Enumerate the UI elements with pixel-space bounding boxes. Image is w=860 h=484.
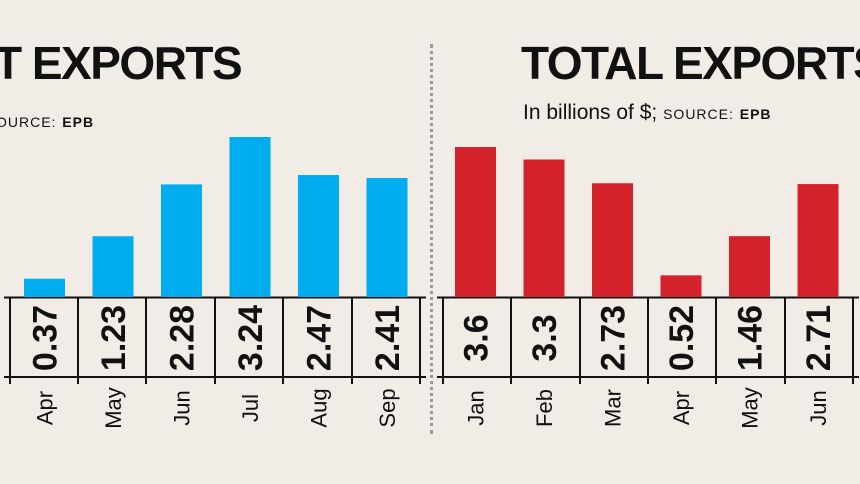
left-source-label: OURCE: [0,114,57,130]
right-value-label-apr: 0.52 [663,305,701,371]
left-value-label-may: 1.23 [95,305,133,371]
left-category-label-may: May [101,387,126,429]
left-category-label-jun: Jun [170,390,195,425]
right-value-label-mar: 2.73 [595,305,633,371]
right-bar-feb [523,159,565,297]
left-value-label-jun: 2.28 [164,305,202,371]
left-category-label-jul: Jul [238,394,263,422]
right-bar-apr [660,275,702,297]
left-value-label-aug: 2.47 [301,305,339,371]
right-subtitle-text: In billions of $; [523,101,658,124]
right-source-label: SOURCE: [663,106,734,122]
right-category-label-feb: Feb [532,389,557,427]
left-chart-source: OURCE: EPB [0,110,94,131]
left-value-label-apr: 0.37 [27,305,65,371]
left-bar-jun [161,184,202,297]
right-value-label-may: 1.46 [732,305,770,371]
right-source-org: EPB [739,106,772,122]
right-bar-may [729,236,770,297]
left-bar-aug [298,175,339,297]
left-value-label-jul: 3.24 [232,305,270,371]
right-bar-mar [592,183,633,297]
left-category-label-aug: Aug [307,388,332,427]
right-bar-jun [797,184,839,297]
right-bar-jan [455,147,496,297]
left-bar-apr [24,278,65,297]
right-category-label-mar: Mar [601,389,626,427]
right-category-label-jan: Jan [464,390,489,425]
left-value-label-sep: 2.41 [369,305,407,371]
left-bar-jul [229,137,271,297]
right-category-label-jun: Jun [806,390,831,425]
right-value-label-jun: 2.71 [800,305,838,371]
right-value-label-jan: 3.6 [458,314,496,361]
panel-divider [430,44,433,434]
left-chart-title: T EXPORTS [0,37,243,89]
left-bar-sep [366,177,408,297]
right-chart-subtitle: In billions of $; SOURCE: EPB [523,102,772,123]
right-value-label-feb: 3.3 [526,314,564,361]
left-category-label-sep: Sep [375,388,400,427]
left-category-label-apr: Apr [33,391,58,425]
right-chart-title: TOTAL EXPORTS [521,37,860,89]
left-source-org: EPB [62,114,95,130]
left-bar-may [92,236,134,297]
right-category-label-apr: Apr [669,391,694,425]
right-category-label-may: May [738,387,763,429]
